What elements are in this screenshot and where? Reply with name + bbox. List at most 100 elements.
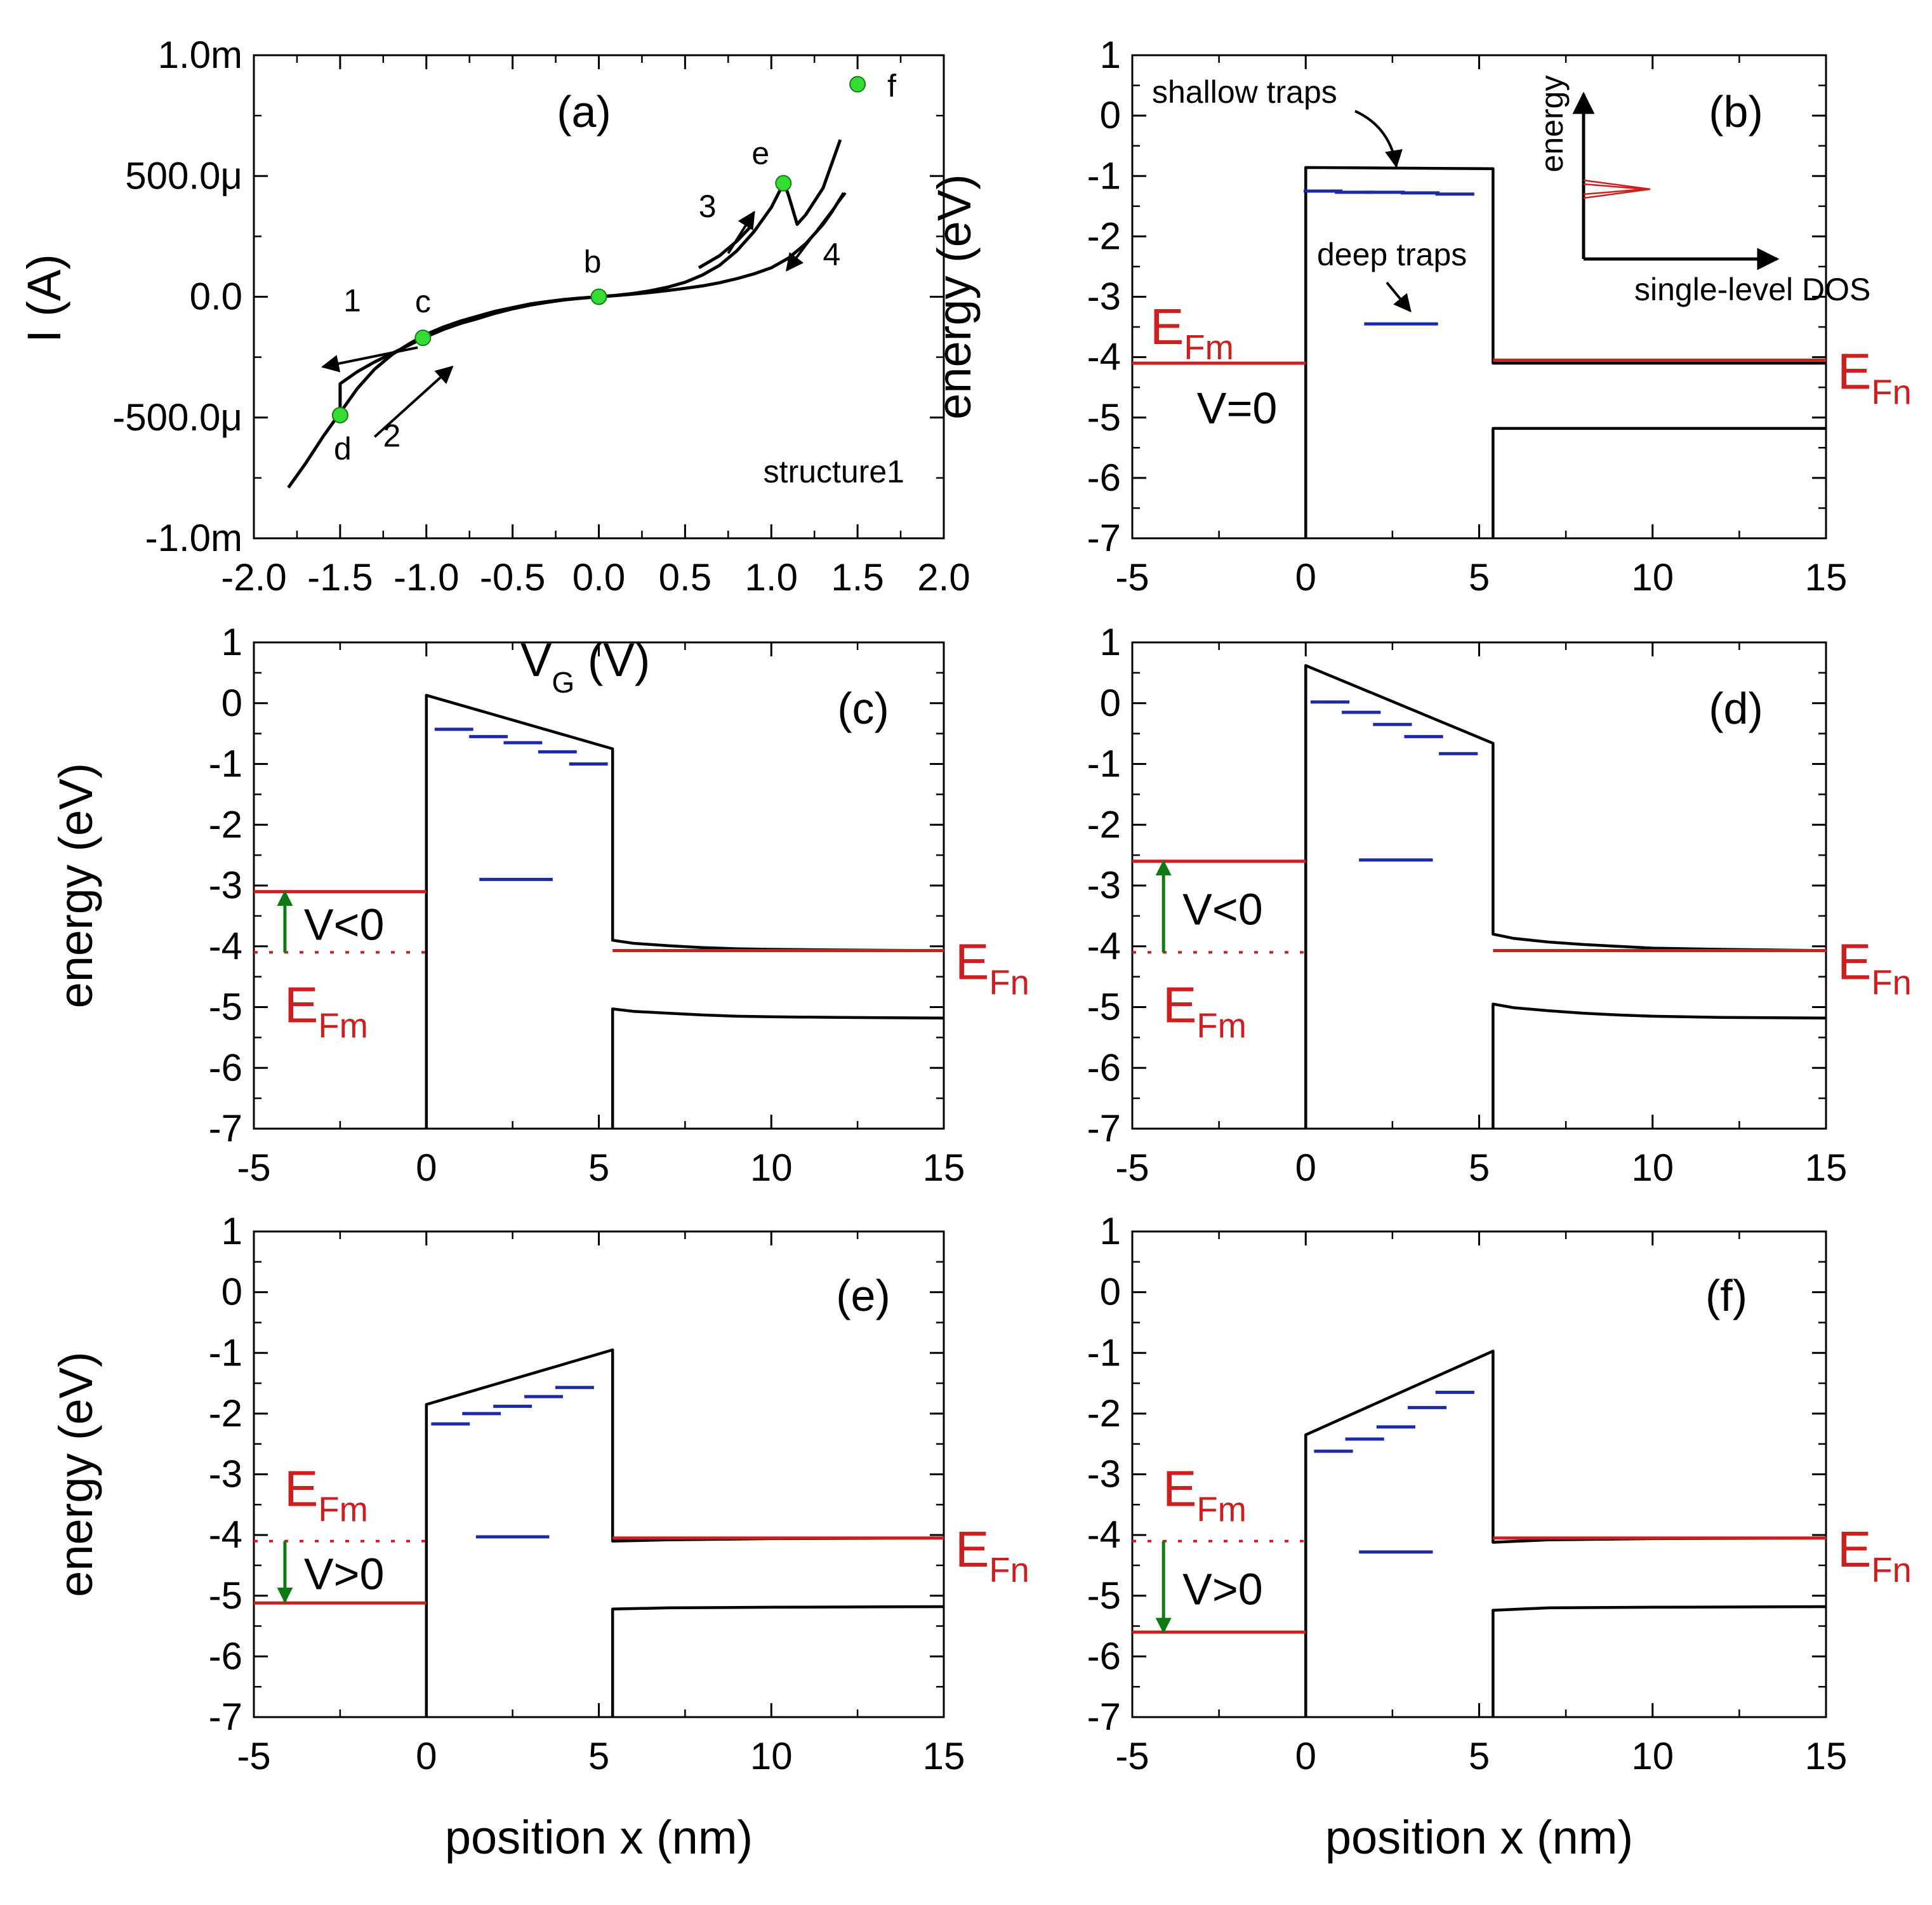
inset-energy-label: energy — [1534, 76, 1570, 173]
bias-point-label: d — [334, 431, 352, 467]
efm-label: EFm — [1163, 976, 1247, 1045]
x-tick-label: 5 — [1469, 1735, 1490, 1777]
y-tick-label: 1.0m — [158, 34, 242, 76]
efm-label: EFm — [1150, 298, 1234, 367]
y-tick-label: -2 — [1087, 803, 1121, 846]
y-tick-label: -2 — [209, 1392, 242, 1435]
y-tick-label: -1 — [209, 743, 242, 785]
bias-point-marker — [849, 76, 866, 93]
band-edge-line — [425, 694, 944, 1129]
x-tick-label: 5 — [1469, 556, 1490, 599]
y-tick-label: -5 — [209, 986, 242, 1028]
y-tick-label: 0 — [222, 682, 242, 724]
y-tick-label: -4 — [1087, 925, 1121, 967]
y-tick-label: -6 — [1087, 1635, 1121, 1677]
panel-a-iv-curve: -2.0 -1.5 -1.0 -0.5 0.0 0.5 1.0 1.5 2.0 -1.0m -500… — [18, 34, 970, 699]
band-edge-line — [611, 1007, 944, 1129]
deep-traps-annotation: deep traps — [1317, 237, 1467, 272]
y-tick-label: -7 — [1087, 517, 1121, 559]
x-axis-title: position x (nm) — [1325, 1811, 1633, 1864]
band-edge-line — [1492, 427, 1826, 538]
panel-label: (c) — [837, 684, 889, 733]
y-tick-label: -4 — [1087, 336, 1121, 378]
shallow-traps-pointer — [1354, 110, 1403, 168]
y-tick-label: -3 — [1087, 275, 1121, 318]
panel-label: (e) — [836, 1271, 890, 1320]
panel-label: (d) — [1709, 684, 1763, 733]
y-tick-label: 0 — [1100, 1271, 1121, 1313]
inset-dos-label: single-level DOS — [1634, 272, 1870, 307]
y-axis-title: energy (eV) — [928, 174, 981, 420]
x-tick-label: 10 — [1631, 1146, 1674, 1189]
bias-point-label: e — [751, 136, 769, 171]
panel-f-band-diagram: -5 0 5 10 1510-1-2-3-4-5-6-7(f)EFmV>0EFnposi… — [1087, 1210, 1912, 1864]
x-tick-label: -5 — [237, 1146, 270, 1189]
panel-c-band-diagram: -5 0 5 10 1510-1-2-3-4-5-6-7(c)EFmV<0EFnener… — [50, 621, 1029, 1189]
y-tick-label: -7 — [209, 1107, 242, 1150]
efm-label: EFm — [284, 1461, 368, 1529]
y-tick-label: 500.0μ — [125, 154, 242, 197]
iv-series-line — [599, 139, 842, 298]
bias-label: V<0 — [1182, 885, 1263, 934]
y-tick-label: 0 — [1100, 682, 1121, 724]
efm-label: EFm — [1163, 1461, 1247, 1529]
y-tick-label: -1 — [1087, 1331, 1121, 1374]
panel-label: (a) — [557, 87, 611, 136]
x-tick-label: 5 — [588, 1146, 609, 1189]
x-tick-label: 1.0 — [745, 556, 798, 599]
x-tick-label: -5 — [1115, 1146, 1149, 1189]
y-tick-label: -6 — [209, 1635, 242, 1677]
efn-label: EFn — [955, 1521, 1029, 1590]
x-tick-label: -1.0 — [394, 556, 459, 599]
y-tick-label: -2 — [209, 803, 242, 846]
x-tick-label: 15 — [1805, 1146, 1848, 1189]
y-tick-label: -6 — [1087, 1046, 1121, 1089]
bias-point-marker — [331, 406, 348, 423]
x-tick-label: 0 — [1295, 556, 1316, 599]
iv-series-line — [698, 225, 752, 269]
y-tick-label: -4 — [209, 1513, 242, 1556]
y-tick-label: -6 — [1087, 456, 1121, 499]
iv-series-line — [338, 295, 599, 414]
y-tick-label: -5 — [1087, 986, 1121, 1028]
x-tick-label: -5 — [237, 1735, 270, 1777]
y-tick-label: -1 — [1087, 743, 1121, 785]
x-tick-label: -5 — [1115, 556, 1149, 599]
x-tick-label: 0 — [1295, 1146, 1316, 1189]
sweep-arrow — [321, 346, 418, 373]
y-tick-label: -4 — [1087, 1513, 1121, 1556]
y-tick-label: -2 — [1087, 215, 1121, 257]
y-axis-title: energy (eV) — [50, 763, 102, 1009]
efn-label: EFn — [1837, 343, 1912, 411]
y-tick-label: -1 — [209, 1331, 242, 1374]
bias-point-label: b — [584, 244, 602, 280]
sweep-arrow-label: 4 — [823, 237, 840, 272]
deep-traps-pointer — [1386, 281, 1412, 313]
x-tick-label: -1.5 — [307, 556, 373, 599]
band-edge-line — [611, 1605, 944, 1717]
band-edge-line — [1492, 1002, 1827, 1129]
x-tick-label: -0.5 — [480, 556, 545, 599]
panel-b-band-diagram: -5 0 5 10 1510-1-2-3-4-5-6-7(b)EFmV=0EFnener… — [928, 34, 1912, 599]
x-tick-label: 15 — [923, 1735, 965, 1777]
efm-label: EFm — [284, 976, 368, 1045]
y-tick-label: -3 — [1087, 1453, 1121, 1496]
bias-label: V<0 — [304, 899, 385, 949]
sweep-arrow — [373, 365, 454, 438]
x-tick-label: 5 — [1469, 1146, 1490, 1189]
x-tick-label: 10 — [1631, 556, 1674, 599]
panel-label: (f) — [1705, 1271, 1747, 1320]
x-tick-label: 15 — [1805, 1735, 1848, 1777]
x-axis-title: position x (nm) — [445, 1811, 753, 1864]
y-tick-label: 1 — [1100, 1210, 1121, 1252]
bias-point-label: c — [415, 284, 431, 319]
x-tick-label: -2.0 — [221, 556, 286, 599]
y-tick-label: 1 — [222, 1210, 242, 1252]
inset-dos-peak — [1583, 179, 1651, 199]
x-tick-label: 15 — [1805, 556, 1848, 599]
y-tick-label: -4 — [209, 925, 242, 967]
sweep-arrow — [727, 210, 755, 255]
bias-point-marker — [775, 175, 792, 192]
x-tick-label: 5 — [588, 1735, 609, 1777]
